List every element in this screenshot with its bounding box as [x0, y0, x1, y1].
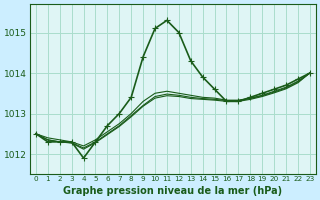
X-axis label: Graphe pression niveau de la mer (hPa): Graphe pression niveau de la mer (hPa) — [63, 186, 283, 196]
